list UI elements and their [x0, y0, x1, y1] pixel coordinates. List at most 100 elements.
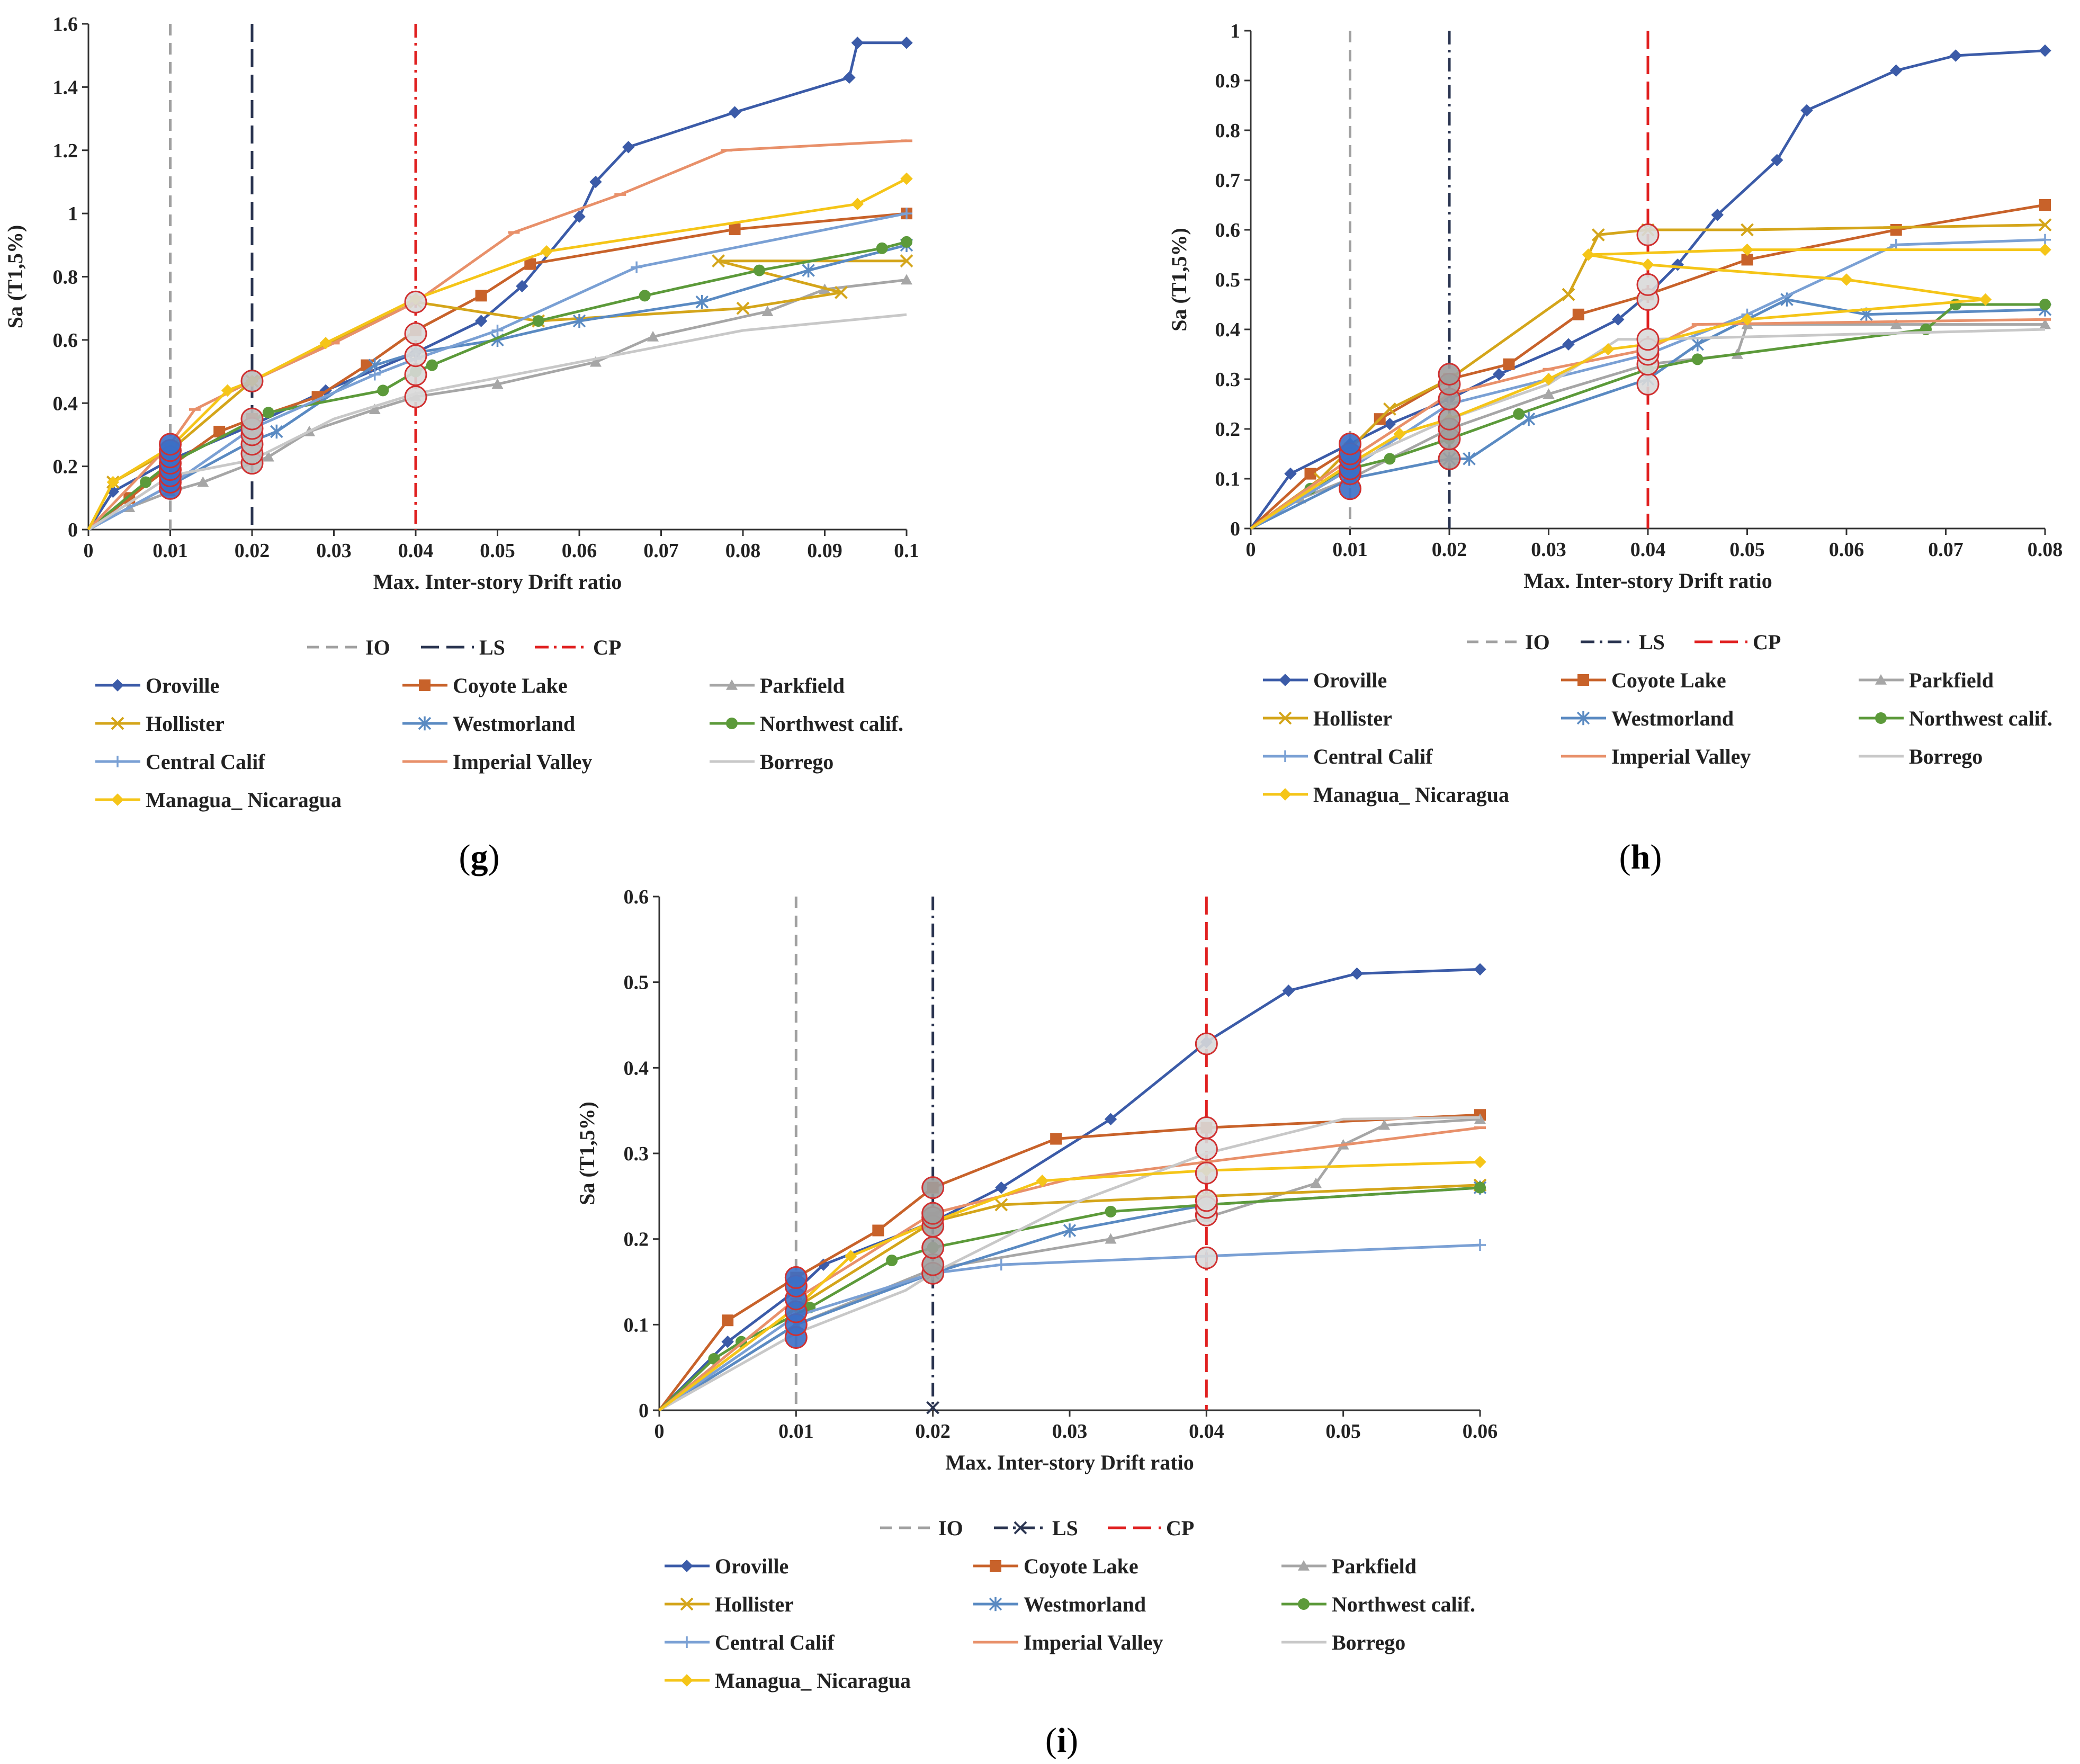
- legend-item-coyote-lake: Coyote Lake: [973, 1554, 1138, 1578]
- legend-label: Borrego: [1332, 1631, 1405, 1654]
- performance-level-point: [921, 1176, 945, 1199]
- y-tick-label: 0.1: [1215, 468, 1241, 490]
- legend-item-managua-nicaragua: Managua_ Nicaragua: [1263, 783, 1509, 807]
- legend-item-parkfield: Parkfield: [710, 674, 845, 697]
- legend-item-borrego: Borrego: [1859, 745, 1983, 768]
- data-point-oroville: [1493, 368, 1505, 381]
- data-point-central-calif: [491, 324, 504, 336]
- series-line-central-calif: [87, 212, 907, 531]
- legend-limit-label: CP: [1753, 630, 1781, 654]
- series-oroville: [1249, 44, 2051, 530]
- data-point-parkfield: [589, 356, 602, 367]
- y-tick-label: 0.4: [1215, 319, 1241, 341]
- legend-swatch-marker: [1577, 674, 1589, 686]
- data-point-westmorland: [270, 424, 283, 439]
- legend-label: Coyote Lake: [1611, 668, 1726, 692]
- x-tick-label: 0.02: [235, 540, 270, 562]
- y-tick-label: 0.5: [624, 972, 649, 994]
- legend-label: Coyote Lake: [453, 674, 568, 697]
- y-tick-label: 0.6: [1215, 219, 1241, 241]
- data-point-coyote-lake: [1503, 358, 1515, 370]
- performance-level-point: [404, 363, 427, 387]
- legend-limit-marker: [1014, 1521, 1027, 1535]
- data-point-managua-nicaragua: [106, 476, 120, 489]
- y-tick-label: 0.2: [1215, 418, 1241, 441]
- data-point-northwest-calif: [426, 359, 438, 371]
- y-tick-label: 1.4: [53, 76, 78, 99]
- data-point-parkfield: [901, 274, 912, 285]
- data-point-oroville: [851, 37, 864, 49]
- legend-label: Managua_ Nicaragua: [1313, 783, 1509, 807]
- y-axis-title: Sa (T1,5%): [575, 1102, 599, 1205]
- x-tick-label: 0.02: [1432, 539, 1467, 561]
- series-imperial-valley: [87, 139, 912, 531]
- legend-item-coyote-lake: Coyote Lake: [1561, 668, 1726, 692]
- performance-level-point: [159, 433, 182, 456]
- data-point-managua-nicaragua: [1474, 1156, 1486, 1168]
- data-point-oroville: [1949, 49, 1962, 62]
- series-line-parkfield: [658, 1117, 1481, 1412]
- y-tick-label: 1.2: [53, 140, 78, 162]
- panel-label: (g): [459, 838, 500, 876]
- y-tick-label: 0.5: [1215, 269, 1241, 291]
- y-tick-label: 0.1: [624, 1314, 649, 1336]
- y-tick-label: 0.9: [1215, 70, 1241, 92]
- data-point-oroville: [1284, 467, 1297, 480]
- chart-panel-h: 0 0.1 0.2 0.3 0.4 0.5 0.6 0.7 0.8 0.9 1 0 0.01 0.02 0.…: [1167, 20, 2063, 876]
- x-tick-label: 0.06: [562, 540, 597, 562]
- performance-level-point: [1636, 223, 1660, 246]
- performance-level-point: [1195, 1138, 1218, 1161]
- data-point-managua-nicaragua: [1582, 248, 1595, 261]
- y-tick-label: 0.3: [1215, 369, 1241, 391]
- y-axis-title: Sa (T1,5%): [3, 225, 27, 329]
- y-tick-label: 0: [68, 519, 78, 541]
- data-point-managua-nicaragua: [319, 337, 332, 350]
- legend-item-central-calif: Central Calif: [95, 750, 265, 774]
- legend-swatch-marker: [726, 679, 738, 690]
- data-point-coyote-lake: [729, 223, 741, 235]
- data-point-coyote-lake: [1572, 308, 1584, 320]
- legend-label: Parkfield: [760, 674, 845, 697]
- y-tick-label: 0.6: [624, 886, 649, 908]
- data-point-hollister: [736, 301, 750, 315]
- data-point-northwest-calif: [1513, 408, 1525, 420]
- x-axis-title: Max. Inter-story Drift ratio: [1523, 569, 1772, 593]
- series-line-parkfield: [1250, 323, 2045, 530]
- x-tick-label: 0.05: [480, 540, 515, 562]
- performance-level-point: [1195, 1246, 1218, 1269]
- series-borrego: [658, 1116, 1481, 1412]
- data-point-managua-nicaragua: [900, 172, 913, 185]
- legend-item-northwest-calif: Northwest calif.: [710, 712, 903, 736]
- legend-swatch-marker: [680, 1560, 693, 1572]
- data-point-parkfield: [491, 378, 504, 389]
- data-point-hollister: [1741, 223, 1754, 237]
- data-point-westmorland: [1063, 1223, 1077, 1238]
- legend-limit-cp: CP: [1108, 1516, 1194, 1540]
- data-point-parkfield: [1105, 1233, 1117, 1244]
- data-point-northwest-calif: [639, 290, 651, 302]
- legend-limit-label: CP: [1166, 1516, 1194, 1540]
- legend-item-hollister: Hollister: [1263, 706, 1392, 730]
- x-tick-label: 0.03: [1052, 1420, 1088, 1443]
- x-tick-label: 0.07: [643, 540, 679, 562]
- data-point-parkfield: [1378, 1119, 1391, 1130]
- performance-level-point: [1636, 372, 1660, 396]
- legend-swatch-marker: [418, 716, 432, 731]
- legend-swatch-marker: [680, 1674, 693, 1687]
- legend-label: Imperial Valley: [1611, 745, 1751, 768]
- data-point-oroville: [1771, 154, 1783, 167]
- legend-item-managua-nicaragua: Managua_ Nicaragua: [665, 1669, 911, 1693]
- data-point-northwest-calif: [140, 476, 152, 488]
- data-point-coyote-lake: [722, 1314, 734, 1327]
- data-point-central-calif: [369, 369, 381, 381]
- x-tick-label: 0.05: [1325, 1420, 1361, 1443]
- data-point-coyote-lake: [2039, 199, 2051, 211]
- data-point-hollister: [712, 254, 725, 268]
- legend-item-imperial-valley: Imperial Valley: [1561, 745, 1751, 768]
- x-tick-label: 0.01: [153, 540, 188, 562]
- panel-label-letter: g: [471, 838, 488, 876]
- performance-level-point: [1438, 407, 1461, 431]
- performance-level-point: [404, 344, 427, 368]
- data-point-parkfield: [369, 404, 381, 414]
- legend-swatch-marker: [989, 1597, 1002, 1611]
